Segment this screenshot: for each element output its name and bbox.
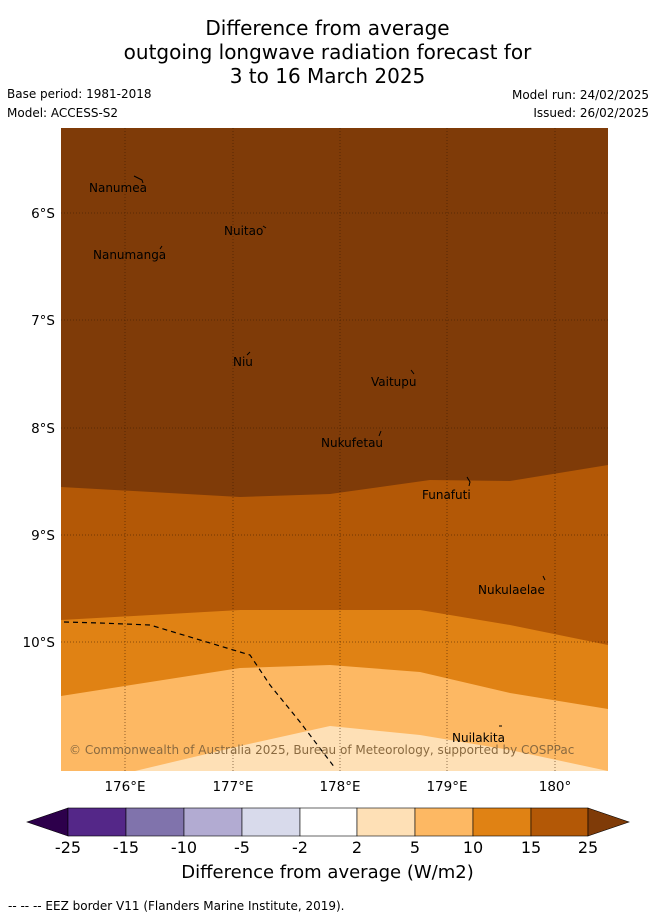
- model-run-label: Model run: 24/02/2025: [511, 88, 649, 102]
- place-label-nuilakita: Nuilakita: [452, 731, 505, 745]
- colorbar-tick-label: 10: [463, 838, 483, 857]
- colorbar-tick-label: -2: [292, 838, 308, 857]
- place-label-nanumea: Nanumea: [89, 181, 147, 195]
- lat-axis-labels: 6°S 7°S 8°S 9°S 10°S: [23, 206, 56, 651]
- colorbar-tick-label: 5: [410, 838, 420, 857]
- lon-label-179e: 179°E: [426, 779, 467, 795]
- colorbar-tick-label: -10: [171, 838, 197, 857]
- eez-border-line: [63, 621, 336, 769]
- place-label-nuitao: Nuitao: [224, 224, 263, 238]
- lon-label-177e: 177°E: [212, 779, 253, 795]
- lon-label-176e: 176°E: [104, 779, 145, 795]
- island-outlines: [133, 175, 546, 727]
- title-line-2: outgoing longwave radiation forecast for: [123, 40, 532, 64]
- place-label-vaitupu: Vaitupu: [371, 375, 417, 389]
- band-2-5: [135, 726, 608, 771]
- colorbar-segment: [472, 807, 532, 837]
- place-label-nukufetau: Nukufetau: [321, 436, 383, 450]
- lon-label-180: 180°: [539, 779, 572, 795]
- colorbar-segment: [356, 807, 416, 837]
- graticule: [61, 128, 608, 771]
- place-label-funafuti: Funafuti: [422, 488, 471, 502]
- colorbar-tick-label: 2: [352, 838, 362, 857]
- place-label-nukulaelae: Nukulaelae: [478, 583, 545, 597]
- lat-label-6s: 6°S: [31, 206, 55, 222]
- lat-label-9s: 9°S: [31, 528, 55, 544]
- colorbar-extend-low: [26, 807, 69, 837]
- lon-label-178e: 178°E: [319, 779, 360, 795]
- title-line-1: Difference from average: [205, 16, 450, 40]
- copyright-text: © Commonwealth of Australia 2025, Bureau…: [69, 743, 574, 757]
- colorbar-segment: [125, 807, 185, 837]
- colorbar-tick-label: -25: [55, 838, 81, 857]
- colorbar-segment: [183, 807, 243, 837]
- issued-label: Issued: 26/02/2025: [533, 106, 649, 120]
- base-period-label: Base period: 1981-2018: [7, 87, 152, 101]
- colorbar-segment: [414, 807, 474, 837]
- lon-axis-labels: 176°E 177°E 178°E 179°E 180°: [104, 779, 571, 795]
- lat-label-7s: 7°S: [31, 313, 55, 329]
- eez-footnote: -- -- -- EEZ border V11 (Flanders Marine…: [8, 899, 345, 913]
- colorbar-segment: [530, 807, 589, 837]
- place-label-nanumanga: Nanumanga: [93, 248, 166, 262]
- model-label: Model: ACCESS-S2: [7, 106, 119, 120]
- colorbar-segment: [299, 807, 358, 837]
- place-label-niu: Niu: [233, 355, 253, 369]
- colorbar-title: Difference from average (W/m2): [181, 862, 474, 883]
- colorbar-segment: [67, 807, 127, 837]
- map-panel: Nanumea Nuitao Nanumanga Niu Vaitupu Nuk…: [61, 128, 608, 771]
- colorbar-extend-high: [587, 807, 630, 837]
- colorbar-tick-label: -15: [113, 838, 139, 857]
- chart-title: Difference from average outgoing longwav…: [0, 16, 655, 88]
- colorbar-segment: [241, 807, 301, 837]
- colorbar-tick-label: 25: [578, 838, 598, 857]
- lat-label-10s: 10°S: [23, 635, 56, 651]
- colorbar-tick-label: 15: [521, 838, 541, 857]
- colorbar: -25 -15 -10 -5 -2 2 5 10 15 25: [26, 807, 630, 857]
- colorbar-tick-label: -5: [234, 838, 250, 857]
- lat-label-8s: 8°S: [31, 421, 55, 437]
- title-line-3: 3 to 16 March 2025: [229, 64, 426, 88]
